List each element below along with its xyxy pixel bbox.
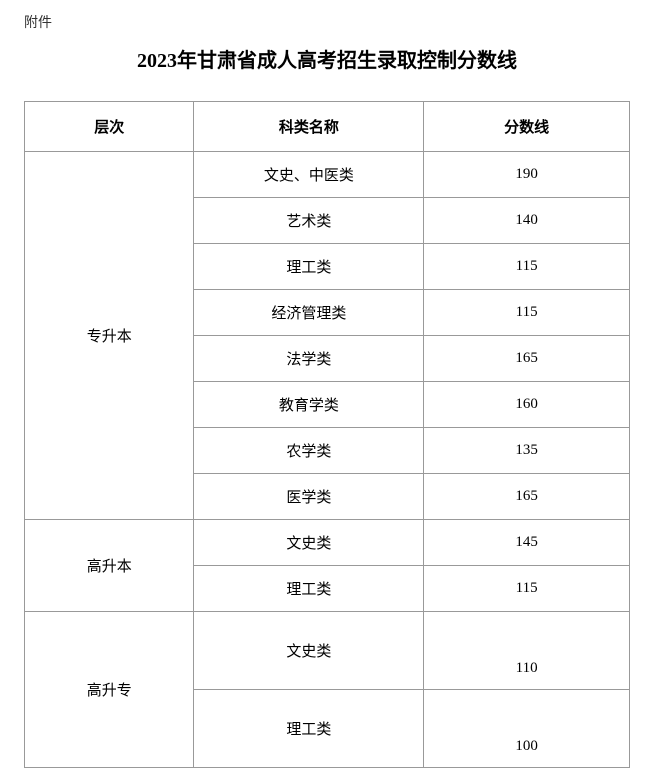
- score-cell: 115: [424, 566, 630, 612]
- score-table: 层次 科类名称 分数线 专升本 文史、中医类 190 艺术类 140 理工类 1…: [24, 101, 630, 768]
- header-score: 分数线: [424, 102, 630, 152]
- category-cell: 经济管理类: [194, 290, 424, 336]
- score-cell: 145: [424, 520, 630, 566]
- category-cell: 艺术类: [194, 198, 424, 244]
- score-cell: 140: [424, 198, 630, 244]
- level-cell: 专升本: [25, 152, 194, 520]
- page-title: 2023年甘肃省成人高考招生录取控制分数线: [24, 44, 630, 73]
- level-cell: 高升本: [25, 520, 194, 612]
- category-cell: 文史、中医类: [194, 152, 424, 198]
- header-category: 科类名称: [194, 102, 424, 152]
- score-cell: 165: [424, 474, 630, 520]
- score-cell: 190: [424, 152, 630, 198]
- score-cell: 115: [424, 244, 630, 290]
- score-cell: 135: [424, 428, 630, 474]
- category-cell: 教育学类: [194, 382, 424, 428]
- category-cell: 理工类: [194, 566, 424, 612]
- category-cell: 医学类: [194, 474, 424, 520]
- category-cell: 文史类: [194, 612, 424, 690]
- table-row: 高升本 文史类 145: [25, 520, 630, 566]
- category-cell: 理工类: [194, 690, 424, 768]
- category-cell: 理工类: [194, 244, 424, 290]
- attachment-label: 附件: [24, 12, 630, 32]
- score-cell: 115: [424, 290, 630, 336]
- category-cell: 法学类: [194, 336, 424, 382]
- category-cell: 农学类: [194, 428, 424, 474]
- level-cell: 高升专: [25, 612, 194, 768]
- table-row: 专升本 文史、中医类 190: [25, 152, 630, 198]
- table-row: 高升专 文史类 110: [25, 612, 630, 690]
- score-cell: 110: [424, 612, 630, 690]
- table-header-row: 层次 科类名称 分数线: [25, 102, 630, 152]
- category-cell: 文史类: [194, 520, 424, 566]
- score-cell: 165: [424, 336, 630, 382]
- score-cell: 100: [424, 690, 630, 768]
- header-level: 层次: [25, 102, 194, 152]
- score-cell: 160: [424, 382, 630, 428]
